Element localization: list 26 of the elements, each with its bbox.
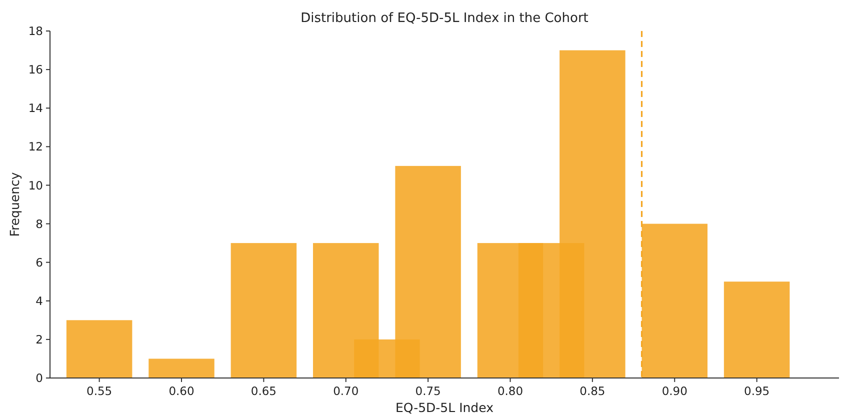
chart-title: Distribution of EQ-5D-5L Index in the Cohort (300, 11, 588, 26)
y-tick-label: 16 (28, 62, 43, 77)
bar (230, 243, 297, 378)
bar (148, 358, 214, 378)
y-tick-label: 10 (28, 178, 43, 192)
bar (66, 320, 132, 378)
y-tick-label: 6 (36, 255, 43, 270)
x-axis-title: EQ-5D-5L Index (396, 400, 494, 415)
x-tick-label: 0.80 (497, 384, 524, 398)
y-tick-label: 14 (28, 101, 43, 116)
y-axis-title: Frequency (7, 172, 22, 237)
x-tick-label: 0.60 (168, 384, 194, 398)
x-tick-label: 0.65 (250, 384, 276, 398)
x-tick-label: 0.85 (580, 384, 606, 398)
y-tick-label: 4 (36, 294, 43, 308)
x-tick-label: 0.95 (744, 384, 770, 398)
y-tick-label: 18 (28, 24, 43, 38)
x-tick-label: 0.90 (662, 384, 688, 398)
y-tick-label: 0 (36, 371, 43, 386)
y-tick-label: 2 (36, 332, 43, 346)
bar (724, 282, 790, 378)
y-tick-label: 12 (28, 140, 43, 154)
x-tick-label: 0.75 (415, 384, 441, 398)
x-tick-label: 0.55 (86, 384, 112, 398)
y-tick-label: 8 (36, 216, 43, 231)
x-tick-label: 0.70 (333, 384, 359, 398)
